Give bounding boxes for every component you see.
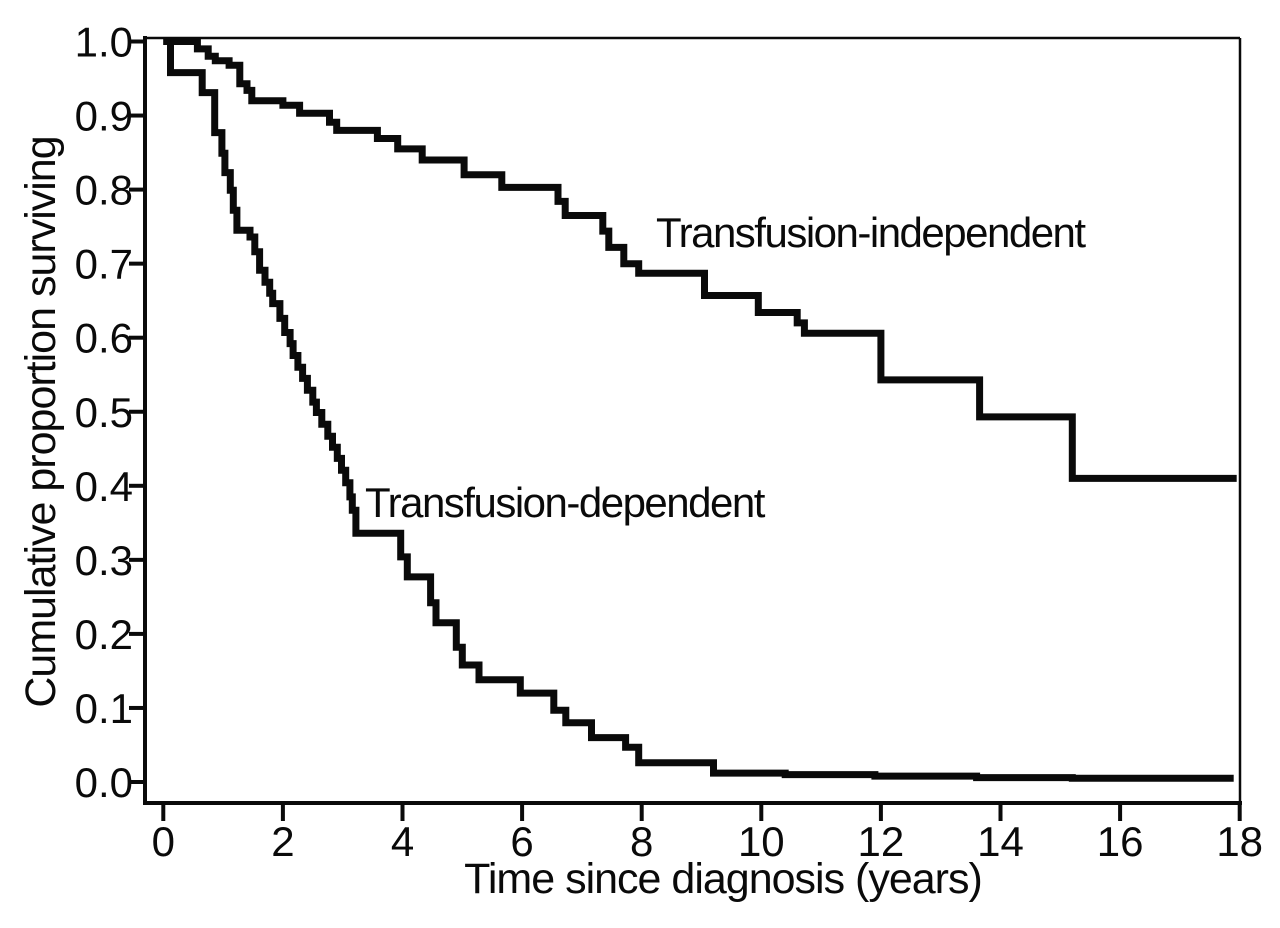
label-transfusion-independent: Transfusion-independent xyxy=(656,209,1086,256)
axes-and-curves: 0 2 4 6 8 10 12 14 16 18 0.0 0.1 0.2 0.3 0.4 0.5 0.6 0.7 0… xyxy=(75,19,1263,866)
x-tick-label: 8 xyxy=(630,818,653,865)
label-transfusion-dependent: Transfusion-dependent xyxy=(365,479,765,526)
x-tick-label: 2 xyxy=(271,818,294,865)
y-axis-title: Cumulative proportion surviving xyxy=(17,136,65,707)
y-tick-label: 0.8 xyxy=(75,167,133,214)
curve-transfusion-independent xyxy=(163,38,1237,482)
x-axis-title: Time since diagnosis (years) xyxy=(464,855,982,903)
x-tick-label: 14 xyxy=(977,818,1024,865)
x-tick-label: 18 xyxy=(1216,818,1263,865)
y-tick-label: 0.5 xyxy=(75,389,133,436)
curve-transfusion-dependent xyxy=(163,38,1234,782)
y-tick-label: 0.4 xyxy=(75,463,133,510)
y-tick-label: 0.6 xyxy=(75,315,133,362)
y-tick-label: 0.1 xyxy=(75,685,133,732)
y-tick-label: 0.3 xyxy=(75,537,133,584)
y-tick-label: 0.7 xyxy=(75,241,133,288)
y-tick-label: 0.0 xyxy=(75,759,133,806)
x-tick-label: 10 xyxy=(738,818,785,865)
y-tick-label: 0.2 xyxy=(75,611,133,658)
y-tick-label: 1.0 xyxy=(75,19,133,66)
x-tick-label: 6 xyxy=(510,818,533,865)
y-tick-label: 0.9 xyxy=(75,93,133,140)
x-tick-label: 4 xyxy=(391,818,414,865)
x-tick-label: 0 xyxy=(152,818,175,865)
x-tick-label: 12 xyxy=(858,818,905,865)
x-tick-label: 16 xyxy=(1097,818,1144,865)
